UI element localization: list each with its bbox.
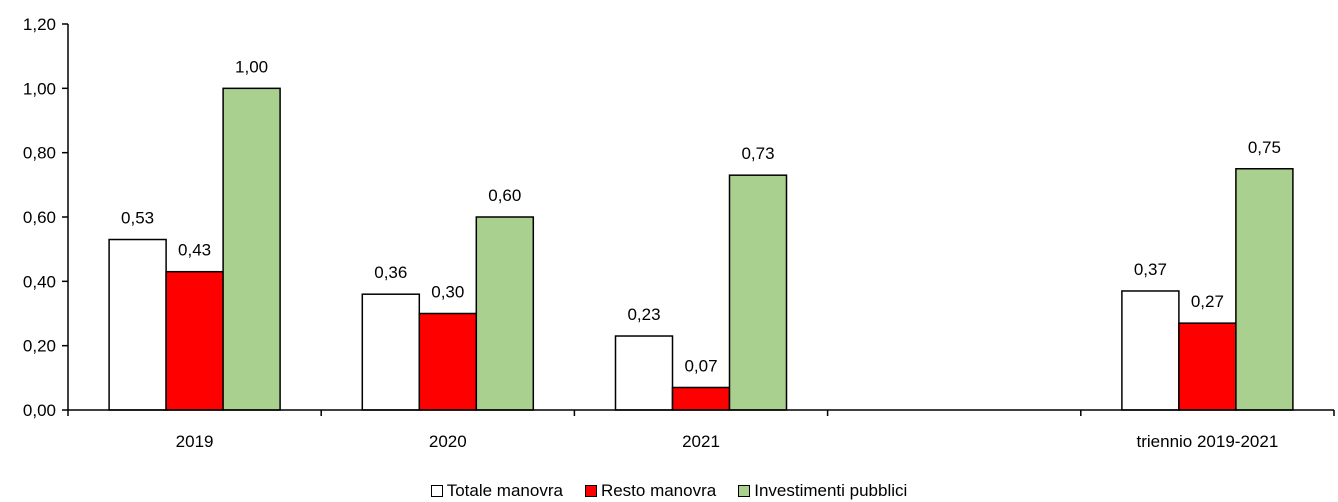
bar xyxy=(1178,322,1237,411)
bar xyxy=(165,270,224,411)
bars xyxy=(108,87,1294,411)
bar-value-label: 0,30 xyxy=(431,283,464,302)
bar-value-label: 0,53 xyxy=(121,209,154,228)
x-axis-labels: 2019 2020 2021 triennio 2019-2021 xyxy=(67,410,1335,451)
x-tick-label: 2020 xyxy=(429,432,467,451)
legend-swatch-totale-manovra xyxy=(430,485,443,497)
x-tick-label: triennio 2019-2021 xyxy=(1137,432,1279,451)
bar-value-label: 0,23 xyxy=(627,305,660,324)
bar-value-label: 0,37 xyxy=(1134,260,1167,279)
y-tick-label: 1,20 xyxy=(23,15,56,34)
legend-item-investimenti-pubblici: Investimenti pubblici xyxy=(738,481,907,501)
bar xyxy=(1121,290,1180,411)
y-tick-label: 1,00 xyxy=(23,79,56,98)
legend: Totale manovra Resto manovra Investiment… xyxy=(0,480,1338,502)
bar xyxy=(361,293,421,411)
bar-value-label: 0,27 xyxy=(1191,292,1224,311)
data-labels: 0,53 0,43 1,00 0,36 0,30 0,60 0,23 0,07 0,73 0,37… xyxy=(121,57,1281,375)
y-tick-label: 0,20 xyxy=(23,337,56,356)
bar xyxy=(1235,168,1294,411)
bar xyxy=(108,238,167,411)
bar xyxy=(475,216,535,411)
bar-value-label: 0,07 xyxy=(684,356,717,375)
y-tick-label: 0,40 xyxy=(23,272,56,291)
bar-value-label: 0,73 xyxy=(741,144,774,163)
legend-item-resto-manovra: Resto manovra xyxy=(584,481,717,501)
y-tick-label: 0,80 xyxy=(23,144,56,163)
bar xyxy=(418,312,478,411)
bar-value-label: 1,00 xyxy=(235,57,268,76)
y-tick-label: 0,00 xyxy=(23,401,56,420)
bar-value-label: 0,43 xyxy=(178,241,211,260)
x-tick-label: 2021 xyxy=(682,432,720,451)
bar xyxy=(614,335,674,411)
x-tick-label: 2019 xyxy=(176,432,214,451)
legend-label-investimenti-pubblici: Investimenti pubblici xyxy=(754,481,908,500)
y-tick-label: 0,60 xyxy=(23,208,56,227)
bar-value-label: 0,36 xyxy=(374,263,407,282)
legend-item-totale-manovra: Totale manovra xyxy=(430,481,563,501)
bar-value-label: 0,75 xyxy=(1248,138,1281,157)
legend-label-resto-manovra: Resto manovra xyxy=(600,481,717,500)
bar xyxy=(728,174,788,411)
y-axis-ticks: 0,00 0,20 0,40 0,60 0,80 1,00 1,20 xyxy=(23,15,68,420)
legend-label-totale-manovra: Totale manovra xyxy=(446,481,563,500)
bar-value-label: 0,60 xyxy=(488,186,521,205)
legend-swatch-investimenti-pubblici xyxy=(738,485,751,497)
bar xyxy=(222,87,281,411)
legend-swatch-resto-manovra xyxy=(584,485,597,497)
bar xyxy=(671,386,731,411)
